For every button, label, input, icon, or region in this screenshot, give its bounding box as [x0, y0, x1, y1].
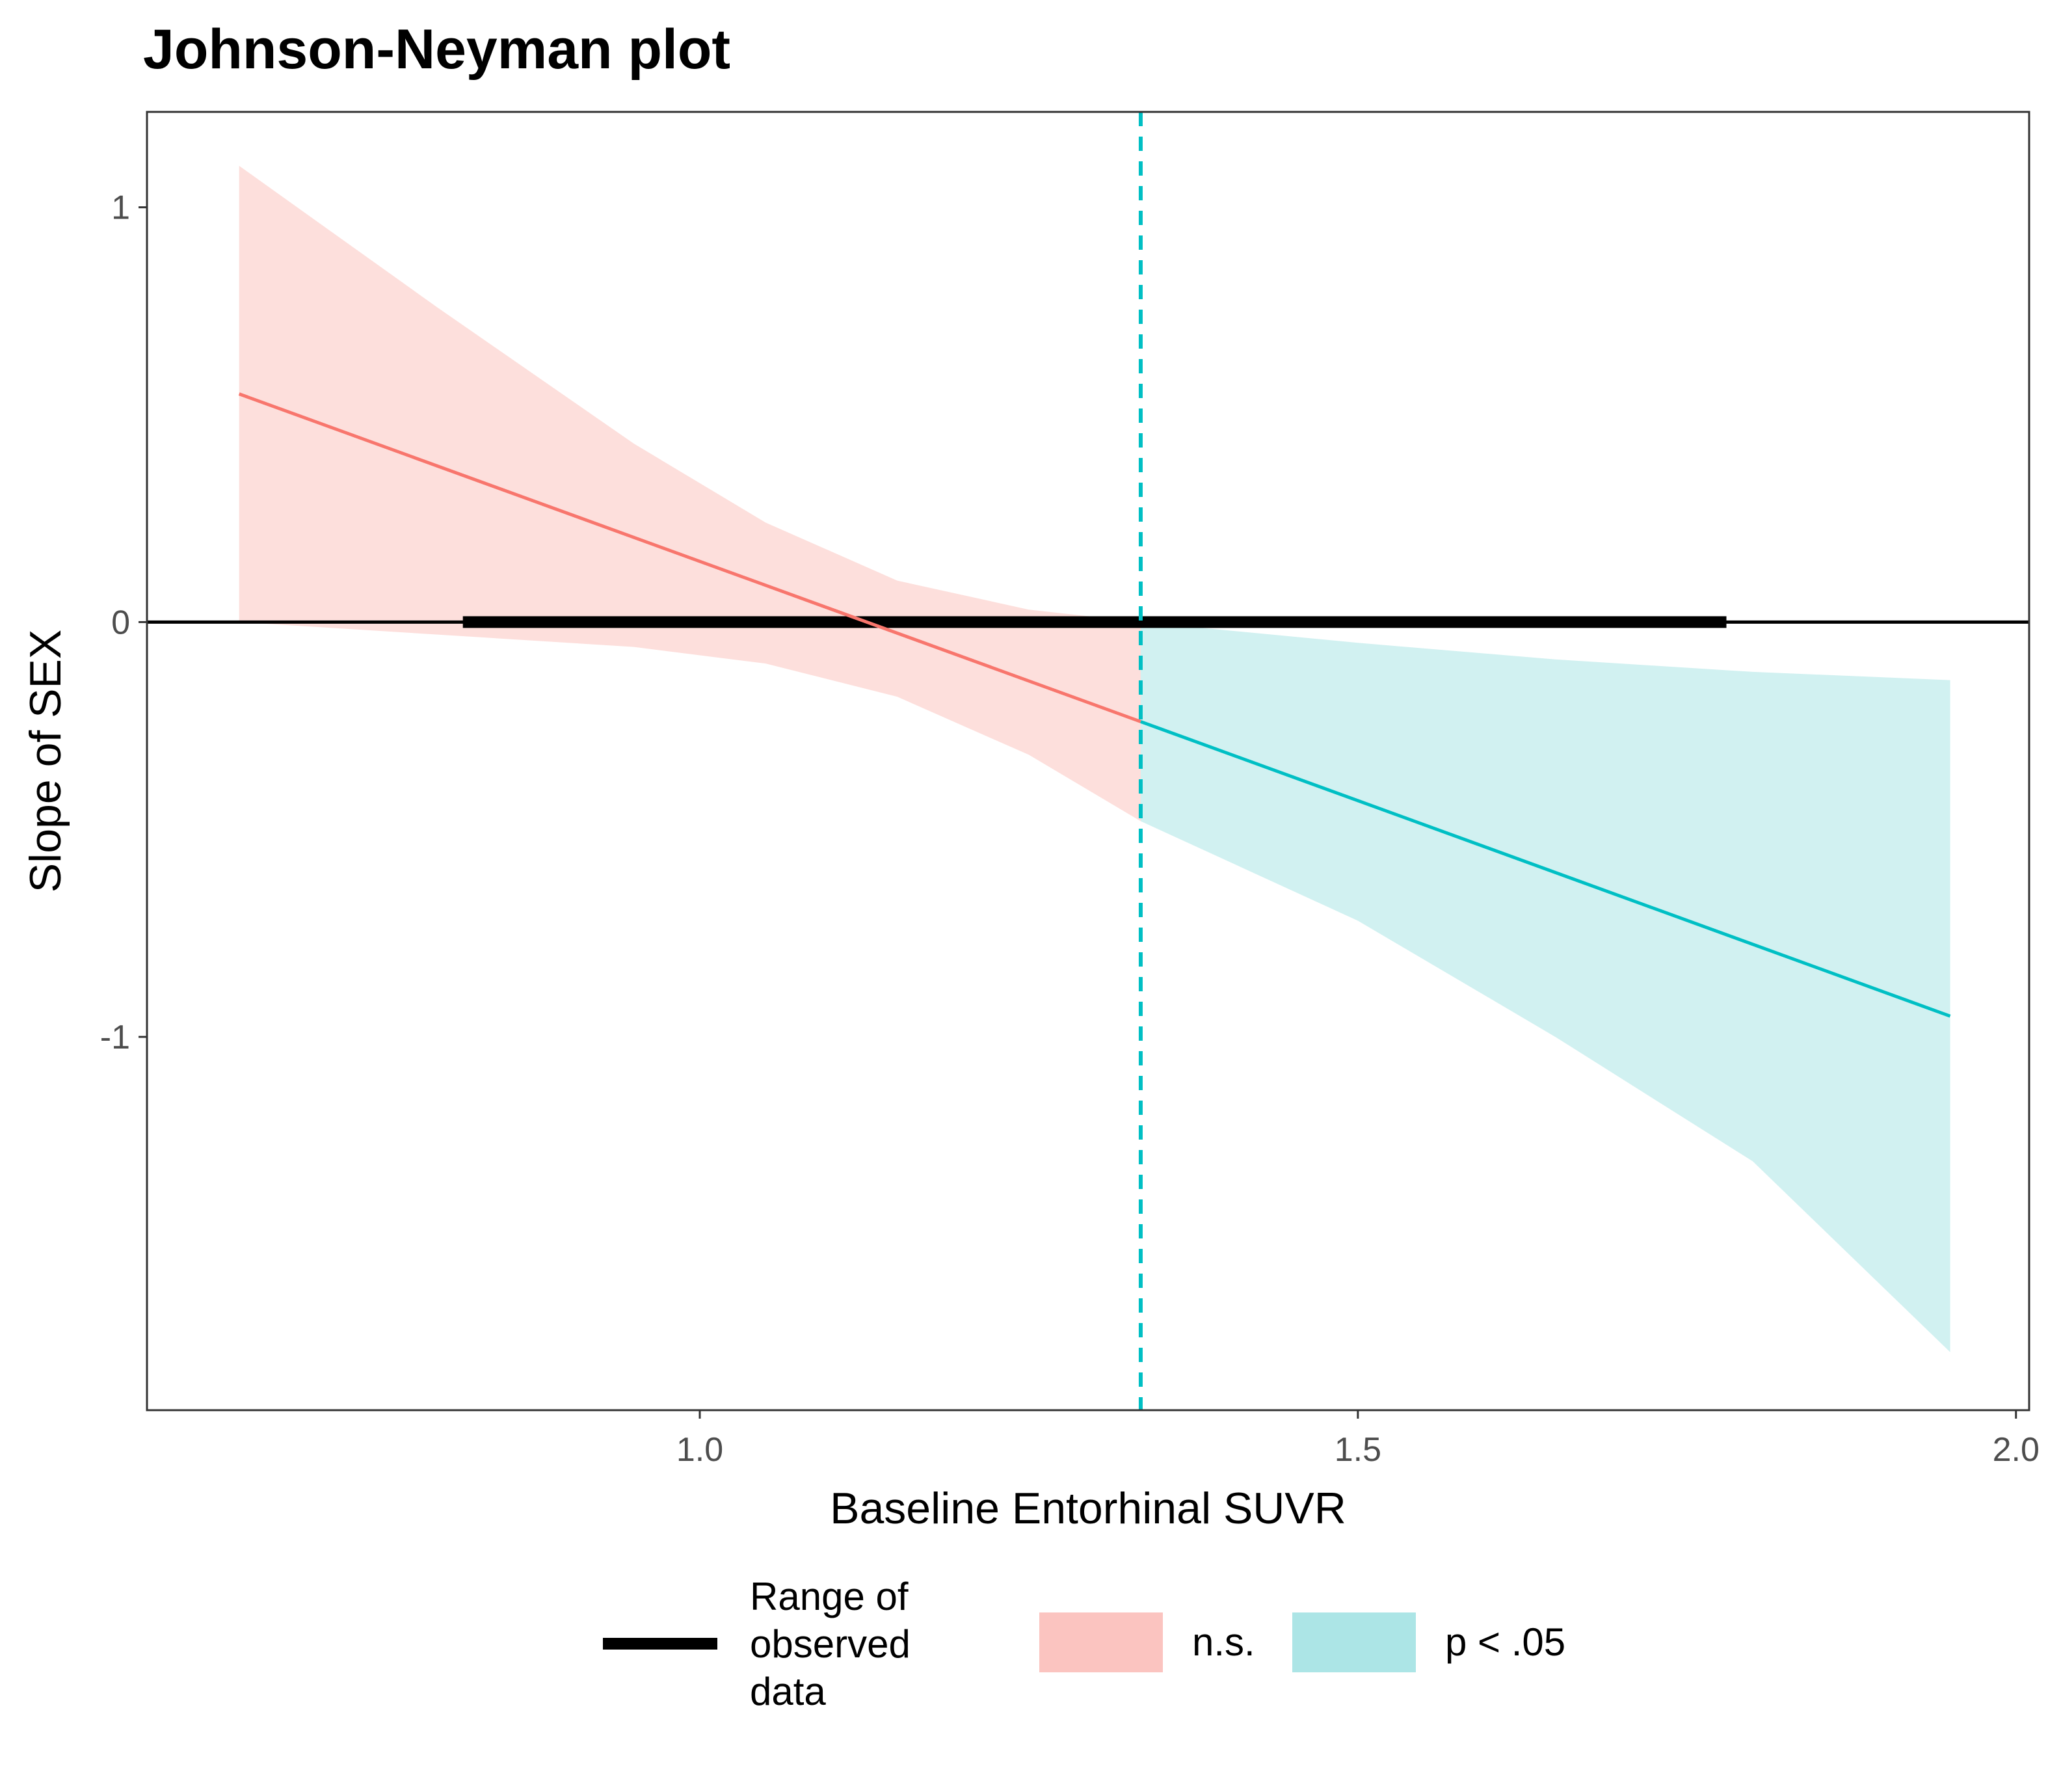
x-tick-label: 2.0 — [1993, 1431, 2040, 1469]
x-tick-label: 1.0 — [676, 1431, 723, 1469]
legend-sig-label: p < .05 — [1445, 1620, 1565, 1664]
plot-panel-border — [146, 111, 2030, 1411]
y-axis-title: Slope of SEX — [21, 630, 70, 892]
legend-ns-key — [1039, 1612, 1163, 1672]
legend-range-label-line-1: Range of — [750, 1575, 909, 1618]
x-axis-title: Baseline Entorhinal SUVR — [830, 1484, 1346, 1533]
legend-ns-label: n.s. — [1192, 1620, 1255, 1664]
axes: 1.0 1.5 2.0 1 0 -1 — [100, 189, 2040, 1469]
legend-range-label-line-3: data — [750, 1670, 826, 1713]
slope-line-sig — [1140, 720, 1951, 1018]
slope-line-ns — [238, 392, 1141, 723]
legend-range-label-line-2: observed — [750, 1622, 911, 1666]
chart-title: Johnson-Neyman plot — [143, 18, 730, 81]
plot-area — [147, 112, 2029, 1410]
x-tick-label: 1.5 — [1335, 1431, 1381, 1469]
confidence-band-sig — [1140, 622, 1950, 1352]
confidence-band-ns — [239, 165, 1141, 822]
y-tick-label: -1 — [100, 1019, 130, 1056]
legend: Range of observed data n.s. p < .05 — [603, 1575, 1565, 1713]
legend-sig-key — [1292, 1612, 1416, 1672]
y-tick-label: 1 — [111, 189, 130, 227]
y-tick-label: 0 — [111, 604, 130, 641]
